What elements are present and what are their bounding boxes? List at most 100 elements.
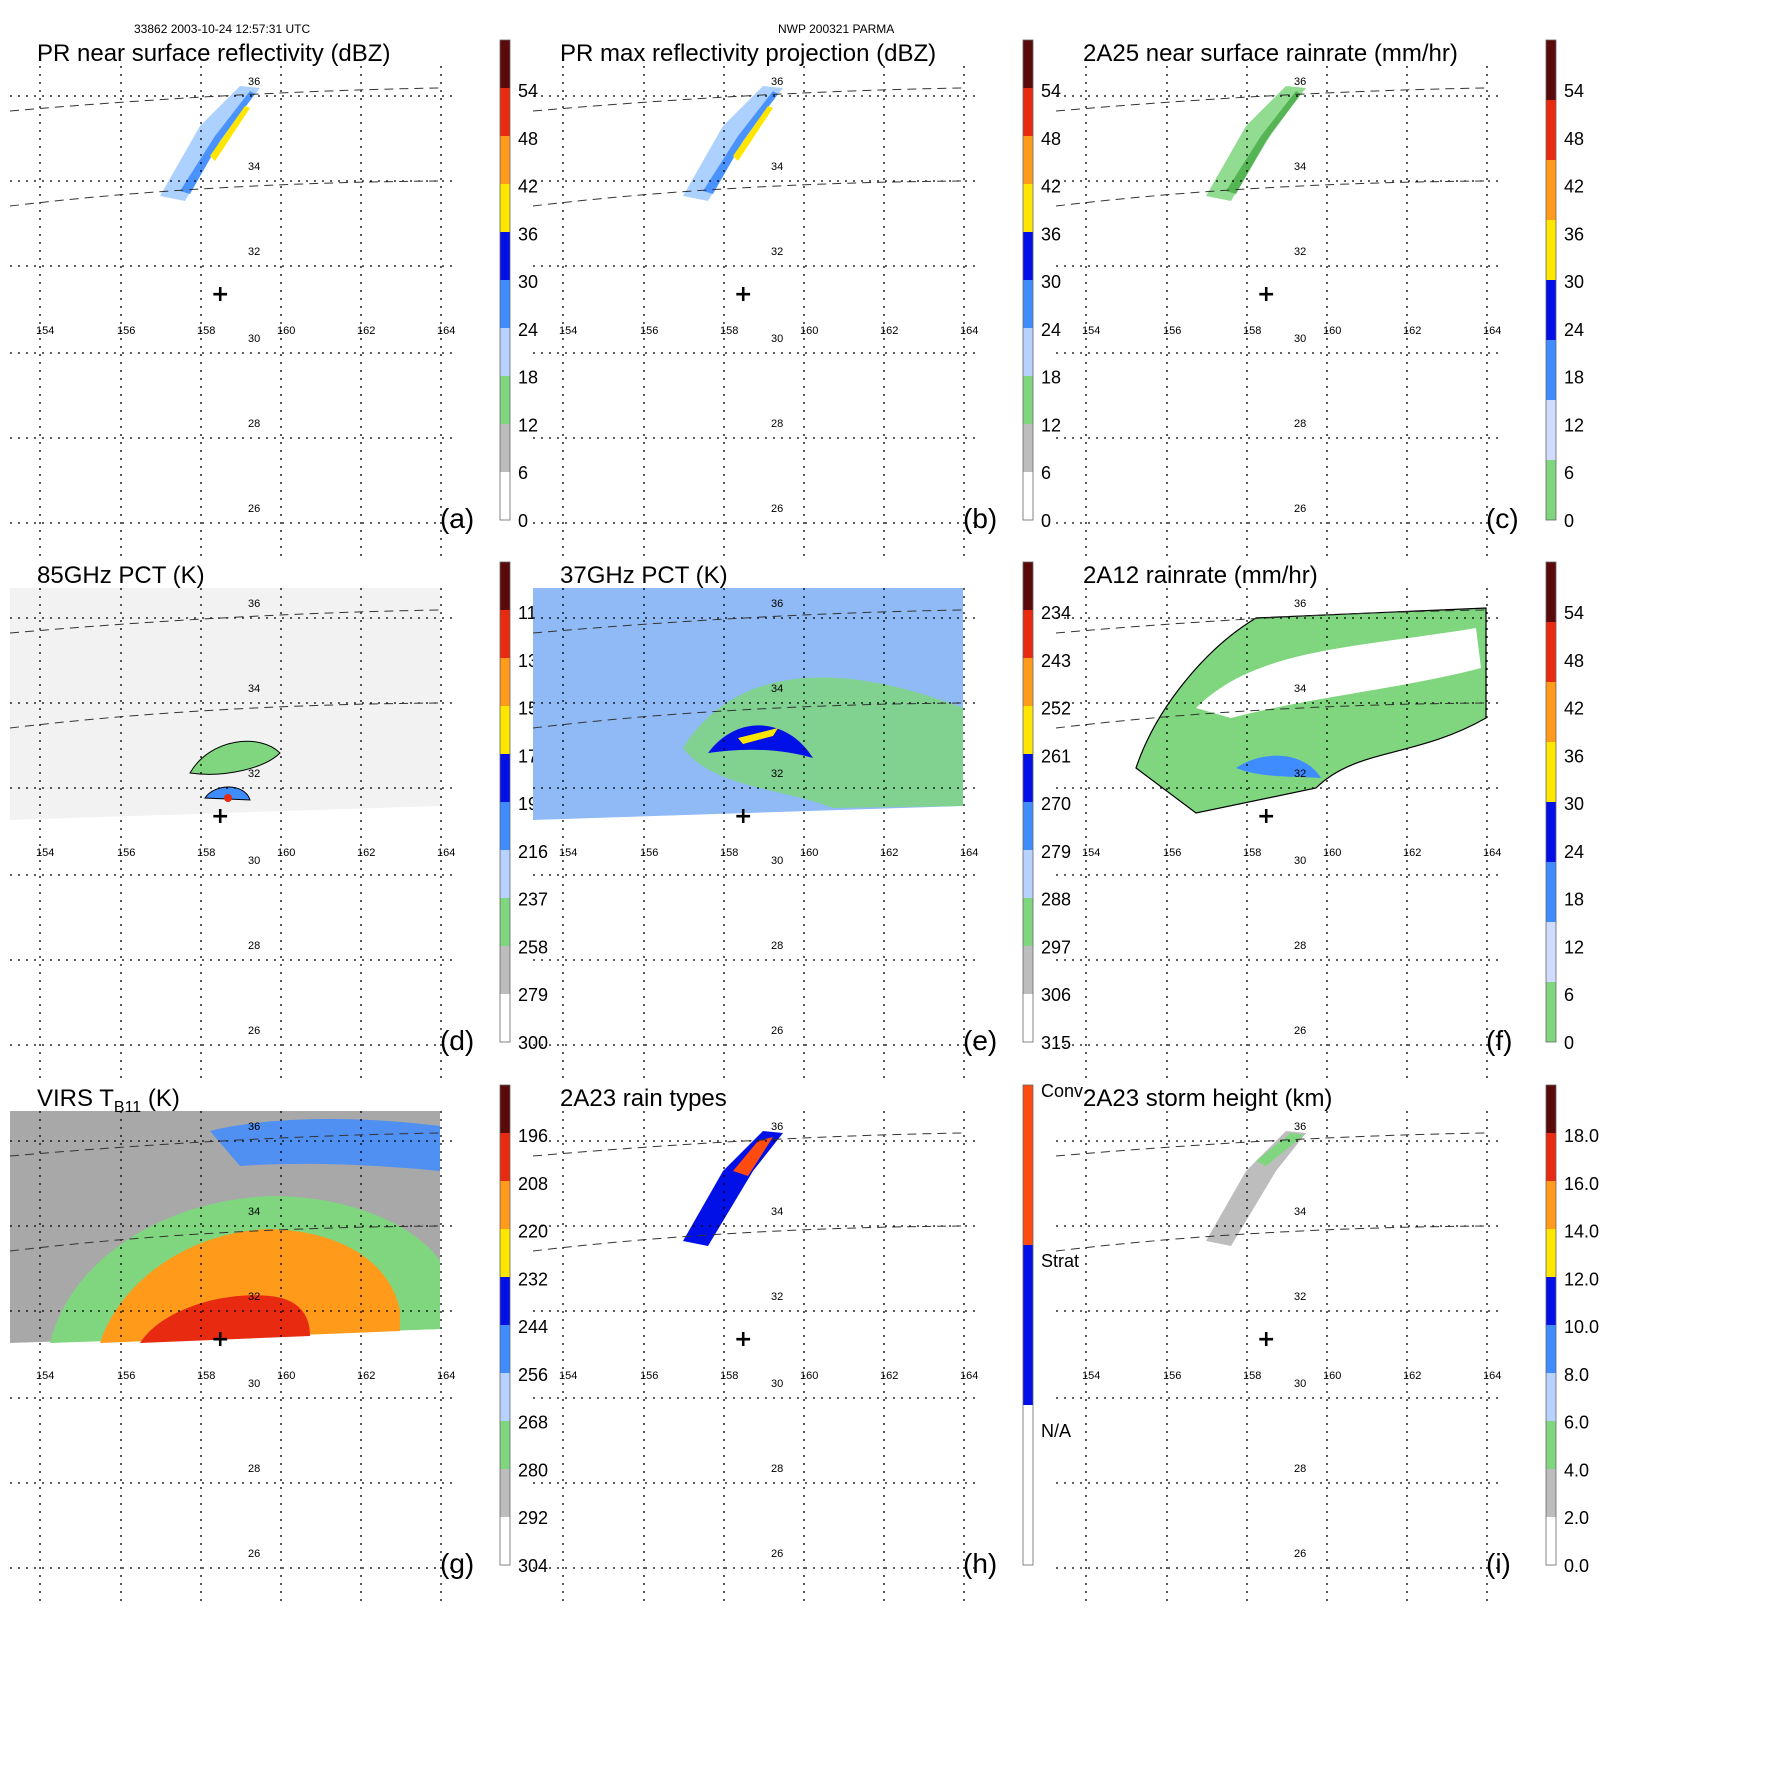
- colorbar-tick-label: 280: [518, 1460, 548, 1480]
- colorbar-segment: [1023, 754, 1033, 802]
- storm-center-marker: +: [211, 282, 229, 307]
- colorbar-tick-label: 36: [1564, 224, 1584, 244]
- colorbar-segment: [500, 802, 510, 850]
- colorbar-segment: [1023, 802, 1033, 850]
- colorbar-segment: [500, 1469, 510, 1517]
- colorbar-segment: [1546, 1133, 1556, 1181]
- storm-center-marker: +: [211, 804, 229, 829]
- colorbar-segment: [1546, 1085, 1556, 1133]
- lat-label: 28: [248, 1463, 260, 1475]
- colorbar-segment: [1023, 40, 1033, 88]
- panel-title-text: PR near surface reflectivity (dBZ): [37, 40, 391, 67]
- swath-edge-south: [1055, 1225, 1487, 1252]
- lon-label: 158: [197, 847, 215, 859]
- warm-region: [683, 677, 963, 808]
- colorbar-tick-label: 0: [1041, 511, 1051, 531]
- colorbar-segment: [1546, 220, 1556, 280]
- panel-letter: (a): [440, 503, 475, 534]
- colorbar-segment: [1546, 622, 1556, 682]
- graticule: 154 156 158 160 162 164 36 34 32 30 28 26 +: [1055, 66, 1504, 556]
- colorbar-segment: [500, 40, 510, 88]
- colorbar-segment: [1023, 424, 1033, 472]
- map-area: 154 156 158 160 162 164 36 34 32 30 28 26 +: [1055, 1111, 1504, 1601]
- colorbar-segment: [500, 184, 510, 232]
- colorbar-tick-label: 270: [1041, 794, 1071, 814]
- colorbar-tick-label: 18: [1564, 890, 1584, 910]
- colorbar-tick-label: Conv: [1041, 1081, 1083, 1101]
- swath-edge-south: [1055, 180, 1487, 207]
- panel-title-subscript: B11: [113, 1098, 142, 1116]
- data-field: [160, 86, 260, 201]
- lon-label: 160: [277, 847, 295, 859]
- scattering-peak: [738, 728, 778, 744]
- lat-label: 32: [248, 768, 260, 780]
- colorbar-tick-label: 48: [518, 129, 538, 149]
- colorbar-group: 234 243 252 261 270 279 288 297 306 315: [1022, 561, 1071, 1053]
- colorbar-segment: [1023, 184, 1033, 232]
- lat-label: 32: [1294, 246, 1306, 258]
- colorbar-frame: [499, 1084, 511, 1566]
- colorbar-tick-label: 48: [1564, 651, 1584, 671]
- colorbar-tick-label: 292: [518, 1508, 548, 1528]
- panel-title-text: 2A23 rain types: [560, 1085, 727, 1112]
- lat-label: 34: [1294, 683, 1306, 695]
- lat-label: 34: [248, 161, 260, 173]
- colorbar-frame: [1545, 1084, 1557, 1566]
- lat-label: 30: [771, 333, 783, 345]
- swath-edge-north: [1055, 87, 1487, 112]
- lat-label: 32: [1294, 1291, 1306, 1303]
- lat-label: 36: [1294, 1121, 1306, 1133]
- coldest-cloud-tops: [140, 1295, 310, 1343]
- panel-title: 37GHz PCT (K): [560, 562, 728, 590]
- colorbar-segment: [500, 994, 510, 1042]
- panel-a: 154 156 158 160 162 164 36 34 32 30 28 26 +54 48 42 36 3…: [9, 39, 540, 600]
- colorbar-tick-label: 304: [518, 1556, 548, 1576]
- graticule: 154 156 158 160 162 164 36 34 32 30 28 26 +: [532, 66, 981, 556]
- panel-f: 154 156 158 160 162 164 36 34 32 30 28 26 +54 48 42 36 3…: [1055, 561, 1586, 1122]
- colorbar-tick-label: 36: [518, 224, 538, 244]
- lat-label: 36: [248, 598, 260, 610]
- graticule: 154 156 158 160 162 164 36 34 32 30 28 26 +: [1055, 1111, 1504, 1601]
- panel-title: 2A23 rain types: [560, 1085, 727, 1113]
- colorbar-segment: [1546, 982, 1556, 1042]
- lon-label: 156: [117, 847, 135, 859]
- colorbar-tick-label: 288: [1041, 890, 1071, 910]
- colorbar-tick-label: 42: [1564, 177, 1584, 197]
- lat-label: 26: [1294, 503, 1306, 515]
- colorbar: 234 243 252 261 270 279 288 297 306 315: [1022, 561, 1071, 1053]
- panel-letter: (b): [963, 503, 998, 534]
- lon-label: 162: [1403, 325, 1421, 337]
- colorbar-tick-label: 216: [518, 842, 548, 862]
- colorbar-tick-label: 10.0: [1564, 1317, 1599, 1337]
- panel-figure: 154 156 158 160 162 164363432302826+544842363…: [9, 39, 538, 556]
- panel-letter: (e): [963, 1025, 998, 1056]
- lat-label: 34: [771, 683, 783, 695]
- lat-label: 32: [248, 1291, 260, 1303]
- colorbar-segment: [1546, 340, 1556, 400]
- colorbar-segment: [1546, 1325, 1556, 1373]
- colorbar-segment: [1023, 610, 1033, 658]
- lon-label: 156: [640, 325, 658, 337]
- convective-cell: [204, 786, 251, 801]
- lon-label: 164: [960, 325, 978, 337]
- colorbar-tick-label: 220: [518, 1222, 548, 1242]
- lat-label: 34: [1294, 161, 1306, 173]
- lat-label: 30: [1294, 1378, 1306, 1390]
- colorbar-segment: [1023, 850, 1033, 898]
- panel-figure: 154 156 158 160 162 164363432302826+544842363…: [1055, 39, 1584, 556]
- rain-band-peak: [210, 106, 250, 161]
- swath-edge-south: [9, 702, 441, 729]
- colorbar-tick-label: 0: [518, 511, 528, 531]
- colorbar-tick-label: 208: [518, 1174, 548, 1194]
- upper-cloud-band: [210, 1119, 440, 1171]
- data-field: [1135, 607, 1487, 814]
- colorbar-tick-label: 12: [1564, 937, 1584, 957]
- panel-letter: (f): [1486, 1025, 1513, 1056]
- colorbar-segment: [500, 1421, 510, 1469]
- graticule: 154 156 158 160 162 164 36 34 32 30 28 26 +: [1055, 588, 1504, 1078]
- colorbar-segment: [1546, 160, 1556, 220]
- panel-title: 2A23 storm height (km): [1083, 1085, 1332, 1113]
- lon-label: 156: [640, 1370, 658, 1382]
- colorbar: 54 48 42 36 30 24 18 12 6 0: [1545, 561, 1584, 1053]
- colorbar-tick-label: 16.0: [1564, 1174, 1599, 1194]
